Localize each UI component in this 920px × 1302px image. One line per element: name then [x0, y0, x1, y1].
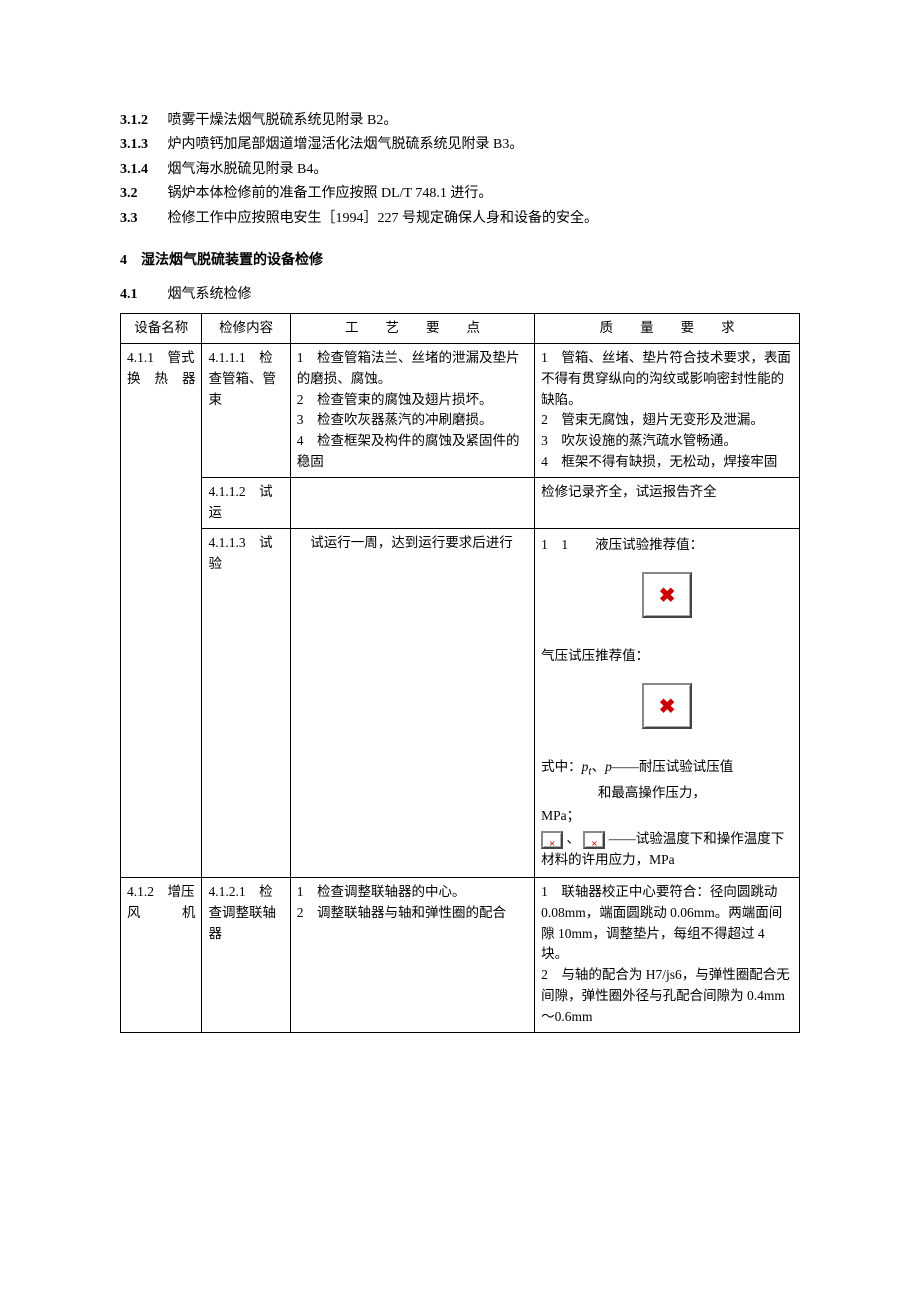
- intro-item: 3.1.3 炉内喷钙加尾部烟道增湿活化法烟气脱硫系统见附录 B3。: [120, 134, 800, 156]
- document-page: 3.1.2 喷雾干燥法烟气脱硫系统见附录 B2。 3.1.3 炉内喷钙加尾部烟道…: [0, 0, 920, 1302]
- cell-equipment-name: 4.1.1 管式换热器: [121, 343, 202, 877]
- req-small-icons-line: × 、 × ——试验温度下和操作温度下材料的许用应力，MPa: [541, 829, 793, 871]
- intro-item: 3.3 检修工作中应按照电安生［1994］227 号规定确保人身和设备的安全。: [120, 208, 800, 230]
- th-task: 检修内容: [202, 313, 290, 343]
- req-line: 气压试压推荐值：: [541, 646, 793, 667]
- cell-proc-empty: [290, 478, 534, 529]
- intro-item: 3.1.4 烟气海水脱硫见附录 B4。: [120, 159, 800, 181]
- cell-req: 1 管箱、丝堵、垫片符合技术要求，表面不得有贯穿纵向的沟纹或影响密封性能的缺陷。…: [535, 343, 800, 478]
- cell-req: 检修记录齐全，试运报告齐全: [535, 478, 800, 529]
- cell-req: 1 联轴器校正中心要符合：径向圆跳动 0.08mm，端面圆跳动 0.06mm。两…: [535, 877, 800, 1032]
- sep: 、: [567, 831, 581, 846]
- broken-image-icon: ✖: [642, 683, 692, 729]
- section-4-1-num: 4.1: [120, 284, 164, 306]
- proc-item: 3 检查吹灰器蒸汽的冲刷磨损。: [297, 410, 528, 431]
- intro-item-text: 烟气海水脱硫见附录 B4。: [168, 162, 328, 177]
- x-icon: ✖: [659, 586, 676, 606]
- proc-item: 1 检查调整联轴器的中心。: [297, 882, 528, 903]
- section-4-1-text: 烟气系统检修: [168, 287, 252, 302]
- intro-item-text: 锅炉本体检修前的准备工作应按照 DL/T 748.1 进行。: [168, 186, 493, 201]
- broken-image-icon: ✖: [642, 572, 692, 618]
- cell-task: 4.1.2.1 检查调整联轴器: [202, 877, 290, 1032]
- intro-item-num: 3.2: [120, 183, 164, 205]
- cell-proc: 1 检查调整联轴器的中心。 2 调整联轴器与轴和弹性圈的配合: [290, 877, 534, 1032]
- x-icon: ×: [549, 839, 555, 850]
- th-name: 设备名称: [121, 313, 202, 343]
- cell-req: 1 1 液压试验推荐值： ✖ 气压试压推荐值： ✖ 式中：pt 、 p——耐压试验试…: [535, 529, 800, 878]
- intro-item: 3.1.2 喷雾干燥法烟气脱硫系统见附录 B2。: [120, 110, 800, 132]
- section-4-title: 4 湿法烟气脱硫装置的设备检修: [120, 250, 800, 272]
- table-header-row: 设备名称 检修内容 工 艺 要 点 质 量 要 求: [121, 313, 800, 343]
- proc-item: 2 调整联轴器与轴和弹性圈的配合: [297, 903, 528, 924]
- x-icon: ✖: [659, 697, 676, 717]
- req-item: 2 管束无腐蚀，翅片无变形及泄漏。: [541, 410, 793, 431]
- th-req: 质 量 要 求: [535, 313, 800, 343]
- req-item: 2 与轴的配合为 H7/js6，与弹性圈配合无间隙，弹性圈外径与孔配合间隙为 0…: [541, 965, 793, 1028]
- table-row: 4.1.1.2 试运 检修记录齐全，试运报告齐全: [121, 478, 800, 529]
- x-icon: ×: [591, 839, 597, 850]
- proc-item: 4 检查框架及构件的腐蚀及紧固件的稳固: [297, 431, 528, 473]
- intro-item-num: 3.1.4: [120, 159, 164, 181]
- cell-task: 4.1.1.3 试验: [202, 529, 290, 878]
- intro-item-num: 3.1.3: [120, 134, 164, 156]
- broken-image-icon: ×: [541, 831, 563, 849]
- intro-item-text: 炉内喷钙加尾部烟道增湿活化法烟气脱硫系统见附录 B3。: [168, 137, 524, 152]
- intro-item-num: 3.1.2: [120, 110, 164, 132]
- broken-image-icon: ×: [583, 831, 605, 849]
- req-formula-line2: 和最高操作压力，: [541, 783, 793, 804]
- req-item: 1 联轴器校正中心要符合：径向圆跳动 0.08mm，端面圆跳动 0.06mm。两…: [541, 882, 793, 966]
- formula-vars: p: [605, 759, 612, 774]
- proc-item: 2 检查管束的腐蚀及翅片损坏。: [297, 390, 528, 411]
- table-row: 4.1.1 管式换热器 4.1.1.1 检查管箱、管束 1 检查管箱法兰、丝堵的…: [121, 343, 800, 478]
- intro-item-text: 检修工作中应按照电安生［1994］227 号规定确保人身和设备的安全。: [168, 211, 599, 226]
- cell-equipment-name: 4.1.2 增压风机: [121, 877, 202, 1032]
- req-img-line: ✖: [541, 683, 793, 729]
- formula-intro: 式中：: [541, 759, 582, 774]
- intro-item: 3.2 锅炉本体检修前的准备工作应按照 DL/T 748.1 进行。: [120, 183, 800, 205]
- table-row: 4.1.1.3 试验 试运行一周，达到运行要求后进行 1 1 液压试验推荐值： …: [121, 529, 800, 878]
- cell-task: 4.1.1.2 试运: [202, 478, 290, 529]
- cell-task: 4.1.1.1 检查管箱、管束: [202, 343, 290, 478]
- maintenance-table: 设备名称 检修内容 工 艺 要 点 质 量 要 求 4.1.1 管式换热器 4.…: [120, 313, 800, 1033]
- intro-item-num: 3.3: [120, 208, 164, 230]
- req-item: 4 框架不得有缺损，无松动，焊接牢固: [541, 452, 793, 473]
- req-item: 3 吹灰设施的蒸汽疏水管畅通。: [541, 431, 793, 452]
- req-item: 1 管箱、丝堵、垫片符合技术要求，表面不得有贯穿纵向的沟纹或影响密封性能的缺陷。: [541, 348, 793, 411]
- cell-proc: 1 检查管箱法兰、丝堵的泄漏及垫片的磨损、腐蚀。 2 检查管束的腐蚀及翅片损坏。…: [290, 343, 534, 478]
- formula-desc: ——耐压试验试压值: [612, 759, 734, 774]
- section-4-1: 4.1 烟气系统检修: [120, 284, 800, 306]
- req-formula-line: 式中：pt、p——耐压试验试压值: [541, 757, 793, 781]
- proc-item: 1 检查管箱法兰、丝堵的泄漏及垫片的磨损、腐蚀。: [297, 348, 528, 390]
- req-line: 1 1 液压试验推荐值：: [541, 535, 793, 556]
- req-img-line: ✖: [541, 572, 793, 618]
- th-proc: 工 艺 要 点: [290, 313, 534, 343]
- table-row: 4.1.2 增压风机 4.1.2.1 检查调整联轴器 1 检查调整联轴器的中心。…: [121, 877, 800, 1032]
- formula-vars: pt: [582, 759, 592, 774]
- req-formula-unit: MPa；: [541, 806, 793, 827]
- cell-proc: 试运行一周，达到运行要求后进行: [290, 529, 534, 878]
- intro-item-text: 喷雾干燥法烟气脱硫系统见附录 B2。: [168, 113, 398, 128]
